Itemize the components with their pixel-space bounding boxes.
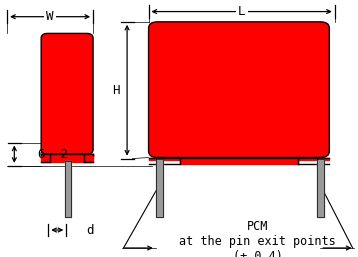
FancyBboxPatch shape (41, 33, 93, 154)
Text: L: L (238, 5, 245, 18)
Polygon shape (65, 161, 71, 217)
Text: 6 -2: 6 -2 (38, 148, 68, 161)
Text: H: H (113, 84, 120, 97)
Polygon shape (180, 158, 298, 164)
Polygon shape (156, 159, 163, 217)
Text: d: d (86, 224, 93, 236)
Text: PCM
at the pin exit points
(± 0.4): PCM at the pin exit points (± 0.4) (179, 220, 336, 257)
Polygon shape (149, 158, 329, 160)
Polygon shape (317, 159, 324, 217)
Polygon shape (41, 154, 93, 156)
Polygon shape (41, 154, 93, 162)
Polygon shape (50, 154, 84, 162)
Text: W: W (47, 10, 54, 23)
FancyBboxPatch shape (149, 22, 329, 158)
